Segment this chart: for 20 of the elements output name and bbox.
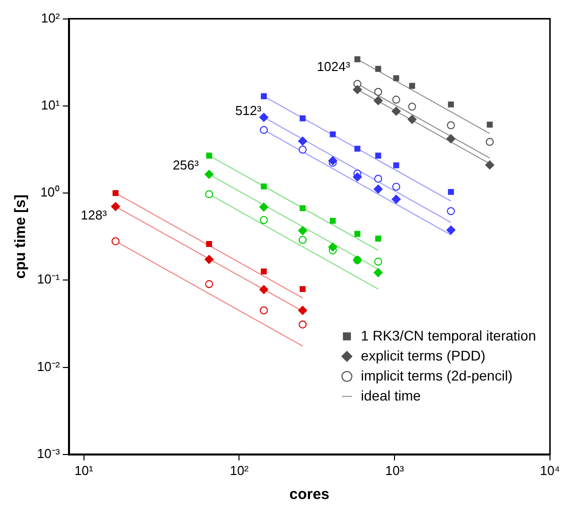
x-axis-title: cores (289, 486, 330, 504)
x-tick-label: 10³ (385, 462, 405, 478)
x-tick-label: 10⁴ (540, 462, 560, 478)
y-tick-label: 10¹ (40, 98, 60, 112)
y-tick-label: 10⁻² (36, 358, 60, 374)
x-tick-label: 10¹ (74, 462, 94, 478)
y-tick-label: 10⁻¹ (36, 272, 60, 287)
annotation: 1024³ (316, 59, 351, 74)
y-tick-label: 10⁰ (40, 184, 60, 200)
y-axis-title: cpu time [s] (12, 194, 30, 279)
annotation: 128³ (80, 208, 108, 223)
legend-label: implicit terms (2d-pencil) (360, 367, 513, 384)
annotation: 256³ (172, 158, 200, 173)
annotation: 512³ (235, 103, 262, 118)
x-tick-label: 10² (230, 462, 250, 478)
legend-label: ideal time (360, 387, 422, 404)
legend-label: explicit terms (PDD) (360, 347, 486, 364)
legend-label: 1 RK3/CN temporal iteration (360, 327, 536, 344)
y-tick-label: 10⁻³ (36, 446, 60, 461)
y-tick-label: 10² (40, 10, 60, 26)
